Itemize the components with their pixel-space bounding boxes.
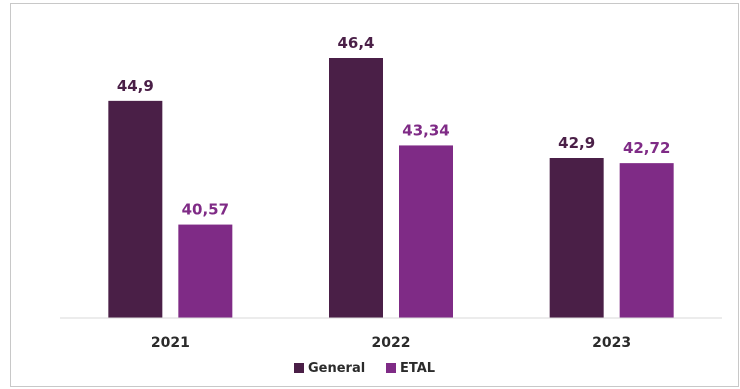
value-label-etal-2021: 40,57 bbox=[182, 201, 229, 219]
legend-label-general: General bbox=[308, 361, 365, 376]
value-label-general-2022: 46,4 bbox=[337, 34, 374, 52]
x-tick-label-2022: 2022 bbox=[372, 335, 411, 351]
x-tick-label-2023: 2023 bbox=[592, 335, 631, 351]
value-label-general-2023: 42,9 bbox=[558, 134, 595, 152]
bar-etal-2021 bbox=[178, 224, 233, 318]
legend: General ETAL bbox=[294, 361, 435, 376]
bar-general-2022 bbox=[329, 58, 383, 318]
value-label-general-2021: 44,9 bbox=[117, 77, 154, 95]
bar-etal-2022 bbox=[399, 145, 453, 318]
legend-swatch-general bbox=[294, 363, 304, 373]
legend-label-etal: ETAL bbox=[400, 361, 435, 376]
value-label-etal-2022: 43,34 bbox=[402, 121, 449, 139]
bars-layer bbox=[108, 58, 674, 318]
x-axis-ticks: 2021 2022 2023 bbox=[151, 335, 631, 351]
x-tick-label-2021: 2021 bbox=[151, 335, 190, 351]
bar-general-2021 bbox=[108, 100, 163, 318]
value-label-etal-2023: 42,72 bbox=[623, 139, 670, 157]
legend-swatch-etal bbox=[386, 363, 396, 373]
bar-general-2023 bbox=[549, 158, 604, 318]
bar-etal-2023 bbox=[619, 163, 674, 318]
value-labels-layer: 44,9 40,57 46,4 43,34 42,9 42,72 bbox=[117, 34, 671, 219]
